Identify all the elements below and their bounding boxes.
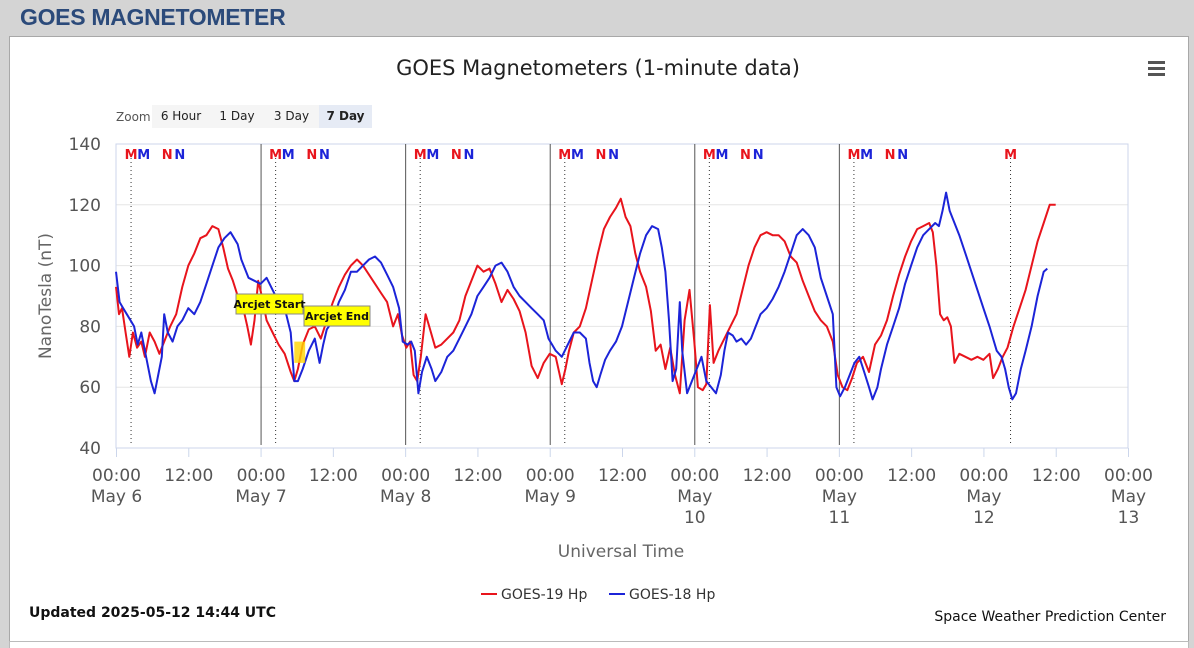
- y-tick-label: 120: [69, 196, 101, 216]
- marker-m-goes18: M: [137, 148, 150, 163]
- marker-n-goes19: N: [451, 148, 462, 163]
- legend-label: GOES-19 Hp: [501, 587, 587, 603]
- hamburger-menu-icon: [1148, 61, 1165, 76]
- marker-n-goes18: N: [753, 148, 764, 163]
- legend: GOES-19 Hp GOES-18 Hp: [481, 587, 715, 603]
- annotation-arcjet-start: Arcjet Start: [233, 293, 306, 315]
- marker-m-goes18: M: [860, 148, 873, 163]
- zoom-button-7-day[interactable]: 7 Day: [319, 105, 372, 128]
- x-tick-label: 12:00: [743, 466, 792, 486]
- marker-n-goes18: N: [464, 148, 475, 163]
- y-tick-label: 80: [79, 317, 101, 337]
- y-axis-label: NanoTesla (nT): [36, 233, 56, 359]
- x-tick-label: May 8: [380, 487, 431, 507]
- zoom-button-bg: [319, 105, 372, 128]
- x-tick-label: May: [822, 487, 857, 507]
- x-tick-label: 12:00: [164, 466, 213, 486]
- legend-item-goes19[interactable]: GOES-19 Hp: [481, 587, 587, 603]
- x-tick-label: 12:00: [309, 466, 358, 486]
- x-tick-label: 00:00: [959, 466, 1008, 486]
- marker-n-goes19: N: [306, 148, 317, 163]
- marker-m-goes19: M: [847, 148, 860, 163]
- x-tick-label: May 9: [525, 487, 576, 507]
- marker-m-goes19: M: [703, 148, 716, 163]
- zoom-button-bg: [152, 105, 210, 128]
- y-tick-label: 60: [79, 378, 101, 398]
- x-tick-label: May 6: [91, 487, 142, 507]
- marker-m-goes19: M: [414, 148, 427, 163]
- zoom-button-3-day[interactable]: 3 Day: [264, 105, 319, 128]
- x-tick-label: 00:00: [92, 466, 141, 486]
- y-tick-label: 100: [69, 257, 101, 277]
- marker-m-goes19: M: [269, 148, 282, 163]
- zoom-button-label: 3 Day: [274, 109, 309, 123]
- marker-n-goes19: N: [162, 148, 173, 163]
- marker-n-goes19: N: [740, 148, 751, 163]
- x-tick-label: 12:00: [1032, 466, 1081, 486]
- zoom-button-bg: [210, 105, 264, 128]
- zoom-button-label: 1 Day: [219, 109, 254, 123]
- x-tick-label: 00:00: [237, 466, 286, 486]
- x-tick-label: 00:00: [670, 466, 719, 486]
- menu-button[interactable]: [1142, 56, 1172, 80]
- arcjet-highlight: [294, 341, 306, 363]
- x-tick-label: 00:00: [381, 466, 430, 486]
- credit-text: Space Weather Prediction Center: [934, 609, 1166, 625]
- annotation-label: Arcjet Start: [233, 298, 305, 311]
- marker-m-goes18: M: [282, 148, 295, 163]
- x-tick-label: 13: [1118, 508, 1140, 528]
- marker-n-goes19: N: [595, 148, 606, 163]
- marker-n-goes18: N: [319, 148, 330, 163]
- updated-text: Updated 2025-05-12 14:44 UTC: [29, 605, 276, 621]
- x-tick-label: 12:00: [453, 466, 502, 486]
- x-tick-label: May 7: [235, 487, 286, 507]
- y-tick-label: 40: [79, 439, 101, 459]
- marker-m-goes19: M: [125, 148, 138, 163]
- marker-m-goes19: M: [558, 148, 571, 163]
- page-title: GOES MAGNETOMETER: [20, 4, 286, 30]
- x-tick-label: 12:00: [598, 466, 647, 486]
- zoom-button-label: 7 Day: [326, 109, 364, 123]
- marker-m-goes18: M: [716, 148, 729, 163]
- marker-m-goes19: M: [1004, 148, 1017, 163]
- marker-n-goes18: N: [608, 148, 619, 163]
- marker-n-goes18: N: [174, 148, 185, 163]
- annotation-box: [235, 293, 304, 315]
- x-tick-label: 00:00: [526, 466, 575, 486]
- zoom-label: Zoom: [116, 110, 151, 124]
- next-panel-edge: [9, 641, 1189, 648]
- zoom-button-1-day[interactable]: 1 Day: [210, 105, 264, 128]
- series-line-goes18: [115, 191, 1048, 401]
- x-tick-label: May: [677, 487, 712, 507]
- zoom-button-bg: [264, 105, 319, 128]
- chart-title: GOES Magnetometers (1-minute data): [396, 56, 800, 80]
- legend-label: GOES-18 Hp: [629, 587, 715, 603]
- marker-m-goes18: M: [426, 148, 439, 163]
- annotation-label: Arcjet End: [305, 310, 369, 323]
- orbit-markers: M M M M M M MM M M M M MN N N N N NN N N N N N: [125, 148, 1017, 163]
- x-tick-label: May: [966, 487, 1001, 507]
- x-axis-label: Universal Time: [558, 542, 684, 562]
- marker-n-goes18: N: [897, 148, 908, 163]
- x-tick-label: 12:00: [887, 466, 936, 486]
- x-tick-label: 10: [684, 508, 706, 528]
- zoom-button-6-hour[interactable]: 6 Hour: [152, 105, 210, 128]
- annotation-arcjet-end: Arcjet End: [303, 305, 371, 327]
- legend-item-goes18[interactable]: GOES-18 Hp: [609, 587, 715, 603]
- x-tick-label: 00:00: [1104, 466, 1153, 486]
- marker-m-goes18: M: [571, 148, 584, 163]
- page-header: GOES MAGNETOMETER: [0, 0, 1194, 36]
- zoom-button-label: 6 Hour: [161, 109, 201, 123]
- x-tick-label: 11: [829, 508, 851, 528]
- marker-n-goes19: N: [885, 148, 896, 163]
- x-tick-label: 00:00: [815, 466, 864, 486]
- x-tick-label: May: [1111, 487, 1146, 507]
- y-tick-label: 140: [69, 135, 101, 155]
- annotation-box: [303, 305, 371, 327]
- x-tick-label: 12: [973, 508, 995, 528]
